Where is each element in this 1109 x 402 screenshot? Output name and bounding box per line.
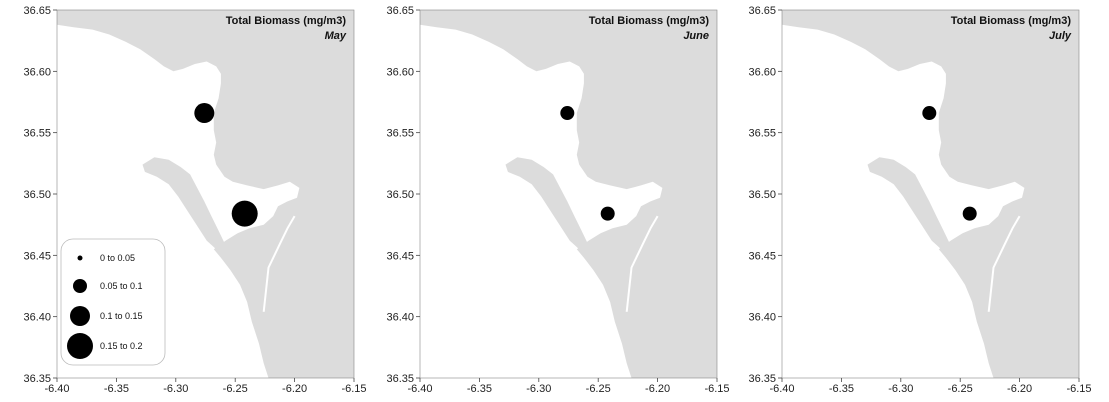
x-tick-label: -6.40	[769, 383, 794, 395]
land-spit	[505, 157, 589, 250]
map-title: Total Biomass (mg/m3)	[951, 15, 1072, 27]
x-tick-label: -6.30	[888, 383, 913, 395]
x-tick-label: -6.15	[1066, 383, 1091, 395]
biomass-legend: 0 to 0.05 0.05 to 0.1 0.1 to 0.15 0.15 to 0…	[60, 238, 166, 366]
y-tick-label: 36.60	[386, 66, 414, 78]
biomass-point	[922, 106, 937, 121]
y-tick-label: 36.60	[748, 66, 776, 78]
legend-marker	[73, 279, 87, 293]
y-tick-label: 36.65	[386, 5, 414, 17]
land-spit	[867, 157, 951, 250]
x-tick-label: -6.20	[1007, 383, 1032, 395]
y-tick-label: 36.35	[748, 373, 776, 385]
y-tick-label: 36.65	[23, 5, 51, 17]
legend-label: 0.05 to 0.1	[100, 281, 143, 291]
y-tick-label: 36.40	[386, 312, 414, 324]
y-tick-label: 36.45	[386, 250, 414, 262]
y-tick-label: 36.55	[748, 128, 776, 140]
x-tick-label: -6.30	[526, 383, 551, 395]
land-mass	[57, 10, 354, 378]
map-month-label: May	[325, 30, 347, 42]
map-panel-june: 36.35 36.40 36.45 36.50 36.55 36.60 36.65 -6.40…	[386, 5, 729, 395]
x-tick-label: -6.35	[104, 383, 129, 395]
legend-label: 0.15 to 0.2	[100, 341, 143, 351]
y-tick-label: 36.45	[23, 250, 51, 262]
y-tick-label: 36.50	[386, 189, 414, 201]
land-spit	[142, 157, 226, 250]
map-month-label: June	[683, 30, 709, 42]
y-tick-label: 36.55	[23, 128, 51, 140]
land-mass	[420, 10, 717, 378]
x-tick-label: -6.35	[467, 383, 492, 395]
x-tick-label: -6.40	[407, 383, 432, 395]
y-tick-label: 36.60	[23, 66, 51, 78]
x-tick-label: -6.35	[829, 383, 854, 395]
biomass-point	[600, 206, 615, 221]
y-tick-label: 36.65	[748, 5, 776, 17]
land-mass	[782, 10, 1079, 378]
biomass-point	[194, 103, 215, 124]
y-tick-label: 36.35	[23, 373, 51, 385]
x-tick-label: -6.30	[163, 383, 188, 395]
legend-marker	[70, 306, 90, 326]
biomass-point	[231, 200, 258, 227]
x-tick-label: -6.25	[948, 383, 973, 395]
river-channel	[262, 215, 296, 312]
y-tick-label: 36.40	[748, 312, 776, 324]
biomass-point	[962, 206, 977, 221]
biomass-point	[560, 106, 575, 121]
y-tick-label: 36.50	[23, 189, 51, 201]
x-tick-label: -6.20	[645, 383, 670, 395]
x-tick-label: -6.25	[223, 383, 248, 395]
river-channel	[625, 215, 659, 312]
map-title: Total Biomass (mg/m3)	[589, 15, 710, 27]
x-tick-label: -6.15	[341, 383, 366, 395]
y-tick-label: 36.50	[748, 189, 776, 201]
legend-marker	[67, 333, 93, 359]
y-tick-label: 36.55	[386, 128, 414, 140]
legend-label: 0.1 to 0.15	[100, 311, 143, 321]
map-panel-july: 36.35 36.40 36.45 36.50 36.55 36.60 36.65 -6.40…	[748, 5, 1091, 395]
legend-box	[60, 238, 166, 366]
river-channel	[987, 215, 1021, 312]
x-tick-label: -6.20	[282, 383, 307, 395]
x-tick-label: -6.15	[704, 383, 729, 395]
legend-label: 0 to 0.05	[100, 253, 135, 263]
y-tick-label: 36.35	[386, 373, 414, 385]
y-tick-label: 36.40	[23, 312, 51, 324]
map-title: Total Biomass (mg/m3)	[226, 15, 347, 27]
map-month-label: July	[1049, 30, 1072, 42]
x-tick-label: -6.40	[44, 383, 69, 395]
y-tick-label: 36.45	[748, 250, 776, 262]
legend-marker	[77, 255, 83, 261]
x-tick-label: -6.25	[586, 383, 611, 395]
